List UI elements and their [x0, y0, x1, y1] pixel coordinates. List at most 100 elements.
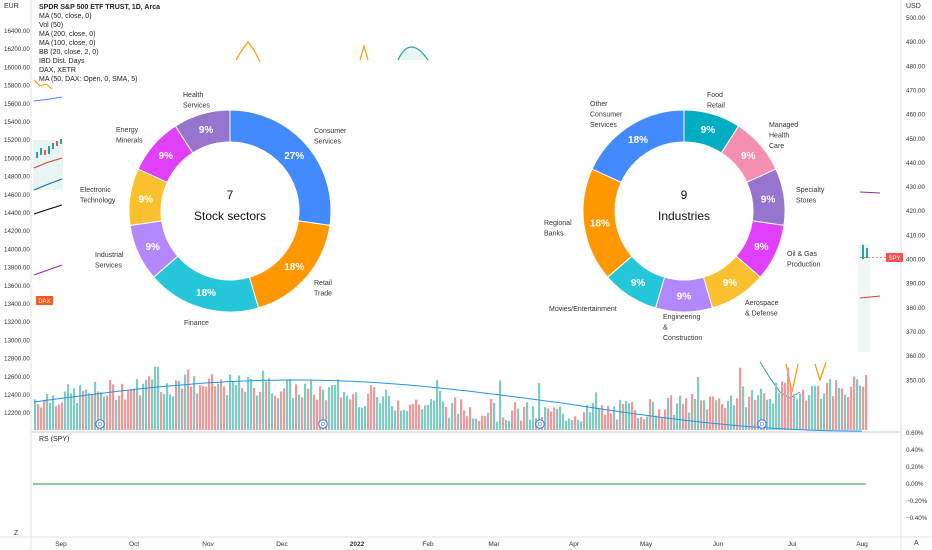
donut-slice[interactable]	[591, 109, 685, 183]
volume-bar	[325, 400, 328, 430]
volume-bar	[487, 412, 490, 430]
volume-bar	[583, 412, 586, 430]
volume-bar	[580, 421, 583, 430]
donut-slice-percent: 9%	[199, 125, 214, 136]
donut-stock-sectors: 27% Consumer Services 18% Retail Trade 18% Fina…	[80, 92, 347, 327]
volume-bar	[454, 397, 457, 430]
volume-bar	[607, 405, 610, 430]
donut-slice-percent: 9%	[159, 151, 174, 162]
left-axis-tick: 14600.00	[4, 192, 30, 199]
volume-bar	[115, 400, 118, 430]
volume-bar	[361, 407, 364, 430]
volume-bar	[598, 408, 601, 430]
donut-slice-percent: 18%	[196, 288, 216, 299]
indicator-legend-6[interactable]: IBD Dist. Days	[39, 58, 85, 65]
indicator-legend-5[interactable]: BB (20, close, 2, 0)	[39, 49, 99, 56]
donut-slice-percent: 9%	[701, 125, 716, 136]
volume-bar	[169, 394, 172, 430]
volume-bar	[304, 383, 307, 430]
currency-left-label: EUR	[4, 3, 19, 10]
volume-bar	[346, 395, 349, 430]
volume-bar	[511, 410, 514, 430]
volume-bar	[697, 376, 700, 430]
right-axis-tick: 380.00	[906, 305, 925, 312]
volume-bar	[277, 398, 280, 430]
left-axis-tick: 16000.00	[4, 64, 30, 71]
volume-bar	[232, 381, 235, 430]
volume-bar	[433, 400, 436, 430]
volume-bar	[205, 386, 208, 430]
volume-bar	[307, 388, 310, 430]
left-axis-tick: 13800.00	[4, 265, 30, 272]
volume-bar	[814, 385, 817, 430]
volume-bar	[172, 396, 175, 430]
volume-bar	[142, 383, 145, 430]
volume-bar	[658, 409, 661, 430]
volume-bar	[193, 376, 196, 430]
volume-bar	[244, 391, 247, 430]
indicator-legend-4[interactable]: MA (100, close, 0)	[39, 40, 96, 47]
volume-bar	[340, 397, 343, 430]
volume-bar	[625, 400, 628, 430]
volume-bar	[532, 406, 535, 430]
indicator-legend-1[interactable]: MA (50, close, 0)	[39, 13, 92, 20]
volume-bar	[292, 398, 295, 430]
indicator-legend-2[interactable]: Vol (50)	[39, 22, 64, 29]
rs-panel-label[interactable]: RS (SPY)	[39, 436, 70, 443]
donut-center-count: 7	[227, 188, 234, 202]
donut-slice[interactable]	[152, 255, 260, 313]
left-axis-tick: 13200.00	[4, 319, 30, 326]
donut-slice-label: Food Retail	[707, 92, 725, 110]
dividend-marker-letter: D	[760, 422, 764, 428]
dividend-marker[interactable]	[318, 419, 328, 429]
dividend-marker-letter: D	[538, 422, 542, 428]
auto-scale-button[interactable]: A	[914, 540, 919, 547]
time-axis: Sep Oct Nov Dec 2022 Feb Mar Apr May Jun Jul Aug	[55, 541, 868, 548]
volume-bar	[271, 393, 274, 430]
volume-bar	[550, 411, 553, 430]
volume-bar	[274, 395, 277, 430]
volume-bar	[589, 412, 592, 430]
volume-bar	[823, 393, 826, 430]
volume-bar	[145, 379, 148, 430]
indicator-legend-7[interactable]: DAX, XETR	[39, 67, 76, 74]
volume-bar	[403, 409, 406, 430]
volume-bar	[190, 386, 193, 430]
donut-slice-percent: 9%	[723, 278, 738, 289]
time-axis-label: Jun	[713, 541, 724, 548]
volume-bar	[547, 408, 550, 430]
volume-bar	[784, 382, 787, 430]
volume-bar	[538, 382, 541, 430]
left-axis-tick: 15400.00	[4, 119, 30, 126]
volume-bar	[733, 405, 736, 430]
right-axis-tick: 460.00	[906, 112, 925, 119]
chart-title[interactable]: SPDR S&P 500 ETF TRUST, 1D, Arca	[39, 4, 160, 11]
left-axis-tick: 12800.00	[4, 356, 30, 363]
donut-slice-percent: 9%	[631, 278, 646, 289]
volume-bar	[727, 400, 730, 430]
rs-axis-tick: −0.40%	[906, 515, 928, 522]
timezone-z-button[interactable]: Z	[14, 530, 19, 537]
volume-bar	[736, 398, 739, 430]
donut-slice[interactable]	[174, 109, 231, 154]
dividend-marker[interactable]	[95, 419, 105, 429]
volume-bar	[829, 379, 832, 430]
volume-bar	[73, 388, 76, 430]
dividend-marker[interactable]	[535, 419, 545, 429]
currency-right-label: USD	[906, 3, 921, 10]
right-axis-tick: 490.00	[906, 39, 925, 46]
volume-bar	[124, 399, 127, 430]
volume-bar	[502, 417, 505, 430]
rs-axis-tick: 0.00%	[906, 481, 924, 488]
indicator-legend-8[interactable]: MA (50, DAX: Open, 0, SMA, 5)	[39, 76, 138, 83]
volume-bar	[49, 402, 52, 430]
volume-bar	[94, 381, 97, 430]
volume-bar	[178, 380, 181, 430]
rs-axis-tick: 0.40%	[906, 447, 924, 454]
volume-bar	[802, 389, 805, 430]
indicator-legend-3[interactable]: MA (200, close, 0)	[39, 31, 96, 38]
dividend-marker[interactable]	[757, 419, 767, 429]
volume-bar	[604, 414, 607, 430]
volume-bar	[463, 410, 466, 430]
volume-bar	[343, 391, 346, 430]
